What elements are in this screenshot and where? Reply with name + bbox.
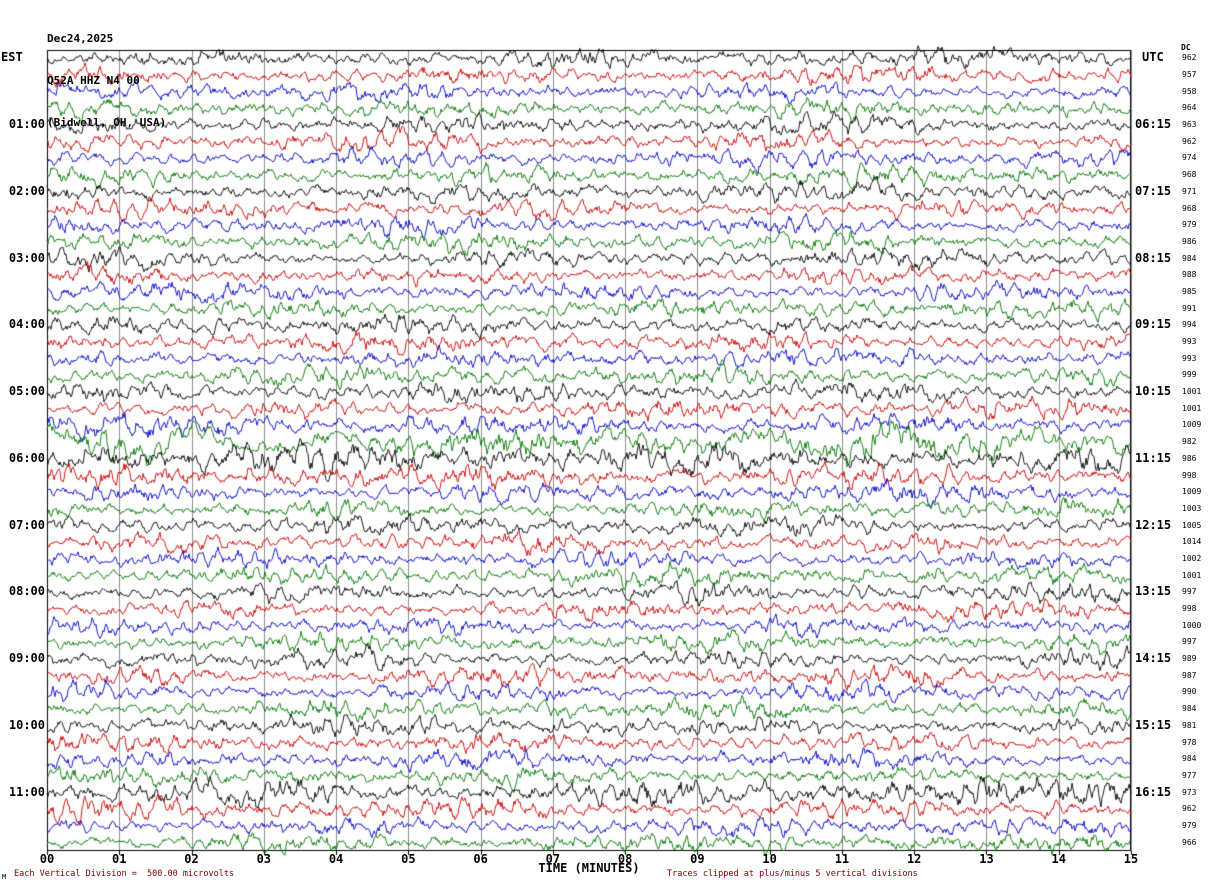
dc-value: 1001: [1182, 570, 1202, 580]
dc-value: 990: [1182, 687, 1197, 697]
est-hour-label: 10:00: [8, 717, 45, 732]
dc-value: 1009: [1182, 487, 1202, 497]
dc-value: 968: [1182, 170, 1197, 180]
est-hour-label: 06:00: [8, 450, 45, 465]
dc-value: 984: [1182, 754, 1197, 764]
dc-value: 1005: [1182, 520, 1202, 530]
x-tick-label: 15: [1123, 852, 1139, 866]
utc-hour-label: 15:15: [1135, 717, 1172, 732]
dc-value: 986: [1182, 236, 1197, 246]
est-hour-label: 05:00: [8, 384, 45, 399]
dc-value: 1001: [1182, 403, 1202, 413]
dc-value: 998: [1182, 604, 1197, 614]
dc-value: 984: [1182, 704, 1197, 714]
x-tick-label: 00: [39, 852, 55, 866]
dc-value: 981: [1182, 720, 1197, 730]
est-hour-label: 11:00: [8, 784, 45, 799]
est-hour-label: 04:00: [8, 317, 45, 332]
x-tick-label: 01: [112, 852, 127, 866]
dc-value: 1014: [1182, 537, 1202, 547]
est-hour-label: 03:00: [8, 250, 45, 265]
dc-value: 987: [1182, 670, 1197, 680]
x-tick-label: 12: [906, 852, 922, 866]
dc-value: 962: [1182, 804, 1197, 814]
dc-value: 998: [1182, 470, 1197, 480]
dc-value: 997: [1182, 587, 1197, 597]
dc-value: 984: [1182, 253, 1197, 263]
x-tick-label: 11: [834, 852, 850, 866]
dc-value: 978: [1182, 737, 1197, 747]
dc-value: 958: [1182, 86, 1197, 96]
dc-value: 1002: [1182, 553, 1202, 563]
dc-value: 986: [1182, 453, 1197, 463]
scale-note: Each Vertical Division = 500.00 microvol…: [14, 869, 235, 879]
dc-value: 977: [1182, 770, 1197, 780]
x-tick-label: 07: [545, 852, 561, 866]
dc-value: 966: [1182, 837, 1197, 847]
plot-header: Dec24,2025 Q52A HHZ N4 00 (Bidwell, OH, …: [47, 4, 166, 158]
corner-mark: M: [2, 873, 7, 881]
dc-value: 957: [1182, 70, 1197, 80]
dc-column-title: DC: [1181, 43, 1191, 52]
utc-hour-label: 13:15: [1135, 584, 1172, 599]
dc-value: 979: [1182, 820, 1197, 830]
utc-hour-label: 07:15: [1135, 183, 1172, 198]
clip-note: Traces clipped at plus/minus 5 vertical …: [667, 869, 918, 879]
utc-hour-label: 14:15: [1135, 651, 1172, 666]
dc-value: 962: [1182, 53, 1197, 63]
x-tick-label: 02: [184, 852, 199, 866]
dc-value: 964: [1182, 103, 1197, 113]
utc-hour-label: 08:15: [1135, 250, 1172, 265]
utc-hour-label: 06:15: [1135, 117, 1172, 132]
utc-hour-label: 16:15: [1135, 784, 1172, 799]
x-tick-label: 03: [256, 852, 272, 866]
x-tick-label: 09: [690, 852, 705, 866]
dc-value: 968: [1182, 203, 1197, 213]
right-axis-title: UTC: [1142, 50, 1164, 64]
header-location: (Bidwell, OH, USA): [47, 116, 167, 129]
dc-value: 1003: [1182, 503, 1202, 513]
est-hour-label: 07:00: [8, 517, 45, 532]
dc-value: 997: [1182, 637, 1197, 647]
dc-value: 1000: [1182, 620, 1202, 630]
x-tick-label: 14: [1051, 852, 1066, 866]
dc-value: 1001: [1182, 387, 1202, 397]
dc-value: 971: [1182, 186, 1197, 196]
utc-hour-label: 09:15: [1135, 317, 1172, 332]
est-hour-label: 08:00: [8, 584, 45, 599]
dc-value: 982: [1182, 437, 1197, 447]
utc-hour-label: 12:15: [1135, 517, 1172, 532]
x-tick-label: 13: [979, 852, 994, 866]
x-axis-title: TIME (MINUTES): [538, 861, 640, 875]
x-tick-label: 05: [401, 852, 416, 866]
dc-value: 988: [1182, 270, 1197, 280]
left-axis-title: EST: [1, 50, 23, 64]
dc-value: 963: [1182, 120, 1197, 130]
header-date: Dec24,2025: [47, 32, 114, 45]
dc-value: 985: [1182, 286, 1197, 296]
est-hour-label: 01:00: [8, 117, 45, 132]
dc-value: 989: [1182, 654, 1197, 664]
header-station: Q52A HHZ N4 00: [47, 74, 140, 87]
dc-value: 979: [1182, 220, 1197, 230]
est-hour-label: 02:00: [8, 183, 45, 198]
utc-hour-label: 11:15: [1135, 450, 1172, 465]
dc-value: 994: [1182, 320, 1197, 330]
dc-value: 973: [1182, 787, 1197, 797]
x-tick-label: 06: [473, 852, 488, 866]
dc-value: 993: [1182, 353, 1197, 363]
x-tick-label: 04: [328, 852, 344, 866]
dc-value: 993: [1182, 337, 1197, 347]
dc-value: 962: [1182, 136, 1197, 146]
x-tick-label: 10: [762, 852, 777, 866]
x-tick-label: 08: [617, 852, 633, 866]
est-hour-label: 09:00: [8, 651, 45, 666]
dc-value: 991: [1182, 303, 1197, 313]
dc-value: 974: [1182, 153, 1197, 163]
dc-value: 1009: [1182, 420, 1202, 430]
utc-hour-label: 10:15: [1135, 384, 1172, 399]
dc-value: 999: [1182, 370, 1197, 380]
